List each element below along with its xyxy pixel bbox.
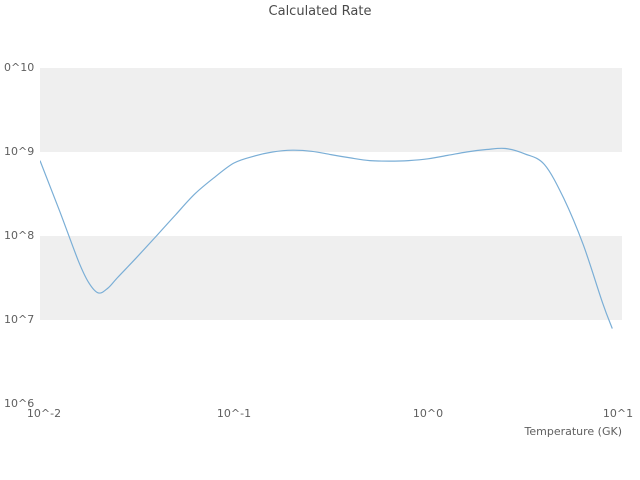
- x-tick-1e1: 10^1: [602, 407, 634, 420]
- band-1e9-1e10: [40, 68, 622, 152]
- y-tick-1e9: 10^9: [4, 145, 35, 158]
- x-tick-1e-2: 10^-2: [26, 407, 62, 420]
- rate-line-plot: [40, 147, 613, 329]
- band-1e6-1e7: [40, 320, 622, 404]
- plot-area: [40, 68, 622, 404]
- band-1e8-1e9: [40, 152, 622, 236]
- x-axis-label: Temperature (GK): [524, 425, 623, 438]
- x-tick-1e0: 10^0: [412, 407, 444, 420]
- y-tick-1e6: 10^6: [4, 397, 35, 410]
- band-1e7-1e8: [40, 236, 622, 320]
- rate-line: [40, 147, 613, 329]
- y-tick-1e7: 10^7: [4, 313, 35, 326]
- chart-title: Calculated Rate: [268, 4, 372, 19]
- x-tick-1e-1: 10^-1: [216, 407, 252, 420]
- y-tick-1e10: 0^10: [4, 61, 35, 74]
- y-tick-1e8: 10^8: [4, 229, 35, 242]
